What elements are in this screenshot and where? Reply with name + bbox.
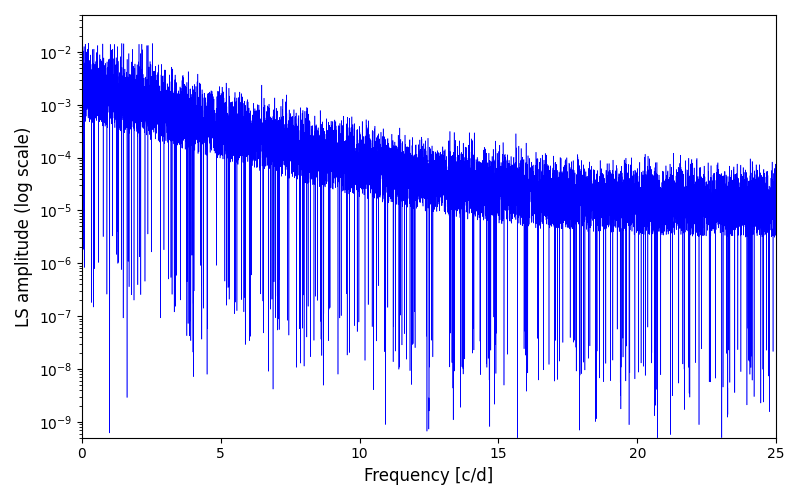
Y-axis label: LS amplitude (log scale): LS amplitude (log scale) [15,126,33,326]
X-axis label: Frequency [c/d]: Frequency [c/d] [364,467,494,485]
